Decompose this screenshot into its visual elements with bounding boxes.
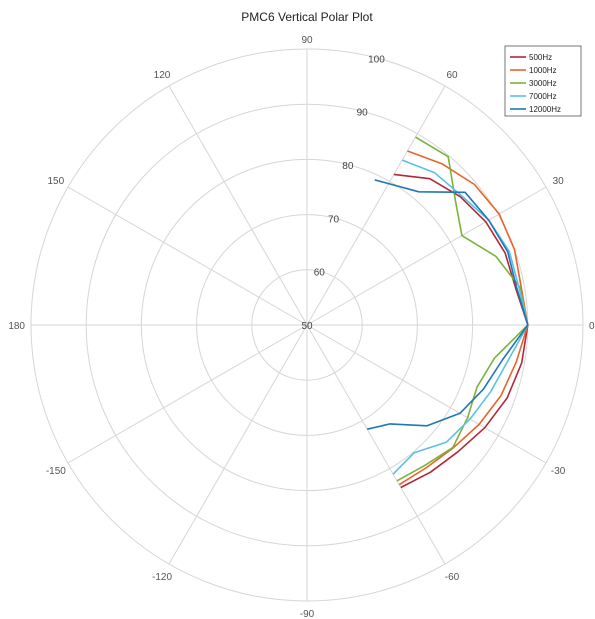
grid-spoke bbox=[67, 186, 308, 326]
radial-tick-label: 90 bbox=[357, 108, 369, 119]
angle-tick-label: -60 bbox=[445, 572, 460, 583]
grid-spoke bbox=[168, 324, 308, 565]
angle-tick-label: 120 bbox=[154, 70, 171, 81]
series-lines bbox=[367, 136, 529, 489]
series-line-12000hz bbox=[367, 179, 529, 430]
angle-tick-label: -150 bbox=[46, 466, 66, 477]
angle-tick-labels: 0 30 60 90 120 150 180 -150 -120 -90 -60 -30 bbox=[8, 35, 595, 619]
angle-tick-label: -90 bbox=[300, 609, 315, 619]
radial-tick-label: 50 bbox=[301, 321, 313, 332]
legend-label: 12000Hz bbox=[529, 105, 561, 114]
radial-tick-label: 80 bbox=[342, 161, 354, 172]
angle-tick-label: 0 bbox=[589, 321, 595, 332]
angle-tick-label: 180 bbox=[8, 321, 25, 332]
series-line-7000hz bbox=[392, 159, 529, 475]
legend-label: 3000Hz bbox=[529, 79, 557, 88]
angle-tick-label: 30 bbox=[553, 176, 565, 187]
chart-title: PMC6 Vertical Polar Plot bbox=[241, 10, 373, 24]
legend-label: 7000Hz bbox=[529, 92, 557, 101]
radial-tick-label: 70 bbox=[328, 214, 340, 225]
grid-spoke bbox=[306, 186, 547, 326]
grid-spoke bbox=[168, 85, 308, 326]
grid-spoke bbox=[306, 324, 446, 565]
legend-label: 1000Hz bbox=[529, 66, 557, 75]
angle-tick-label: 60 bbox=[446, 70, 458, 81]
series-line-1000hz bbox=[398, 150, 529, 486]
angle-tick-label: 90 bbox=[301, 35, 313, 46]
radial-tick-labels: 50 60 70 80 90 100 bbox=[301, 54, 385, 332]
grid-spoke bbox=[306, 85, 446, 326]
angle-tick-label: 150 bbox=[48, 176, 65, 187]
angle-tick-label: -120 bbox=[152, 572, 172, 583]
grid-spoke bbox=[306, 324, 547, 464]
legend-label: 500Hz bbox=[529, 53, 552, 62]
radial-tick-label: 60 bbox=[314, 268, 326, 279]
radial-tick-label: 100 bbox=[368, 54, 385, 65]
angle-tick-label: -30 bbox=[551, 466, 566, 477]
legend: 500Hz 1000Hz 3000Hz 7000Hz 12000Hz bbox=[504, 45, 582, 117]
grid-spoke bbox=[67, 324, 308, 464]
